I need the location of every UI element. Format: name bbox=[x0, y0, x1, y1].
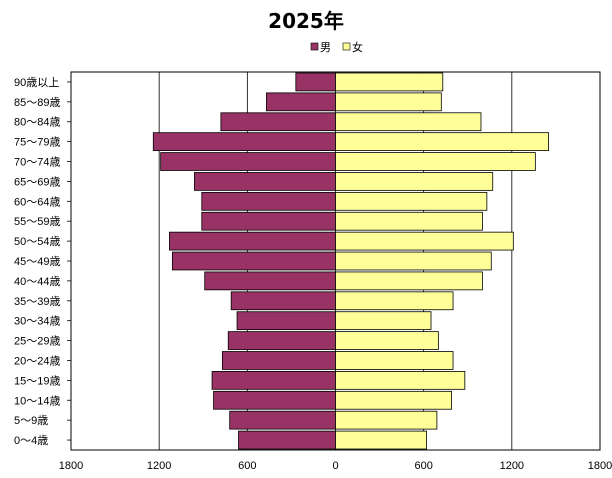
bar-male-7 bbox=[230, 291, 336, 311]
category-labels: 0～4歳 5～9歳 10～14歳 15～19歳 20～24歳 25～29歳 30～34歳 35… bbox=[14, 76, 71, 447]
category-label: 25～29歳 bbox=[14, 335, 60, 348]
x-tick-label: 1800 bbox=[59, 460, 83, 472]
bar-male-3 bbox=[211, 371, 336, 390]
category-label: 10～14歳 bbox=[14, 394, 60, 407]
legend: 男 女 bbox=[310, 40, 363, 54]
bar-female-16 bbox=[335, 112, 482, 132]
bar-male-10 bbox=[169, 231, 336, 251]
legend-swatch-female bbox=[342, 42, 351, 51]
bar-male-1 bbox=[229, 410, 336, 430]
bar-female-11 bbox=[335, 211, 483, 231]
x-tick-label: 0 bbox=[332, 460, 338, 472]
bar-male-9 bbox=[171, 251, 336, 271]
category-label: 65～69歳 bbox=[14, 175, 60, 188]
bars-male bbox=[152, 72, 336, 450]
x-tick-label: 600 bbox=[414, 460, 432, 472]
bar-male-12 bbox=[201, 191, 336, 211]
category-label: 80～84歳 bbox=[14, 116, 60, 129]
bar-male-2 bbox=[213, 390, 336, 410]
bar-male-8 bbox=[204, 271, 336, 291]
bar-female-0 bbox=[335, 430, 428, 450]
category-label: 70～74歳 bbox=[14, 156, 60, 169]
bar-female-15 bbox=[335, 132, 549, 151]
category-label: 15～19歳 bbox=[14, 374, 60, 387]
category-label: 30～34歳 bbox=[14, 315, 60, 328]
bar-female-5 bbox=[335, 331, 439, 350]
category-label: 50～54歳 bbox=[14, 235, 60, 248]
category-label: 0～4歳 bbox=[14, 434, 48, 447]
bar-male-15 bbox=[152, 132, 336, 151]
x-tick-label: 600 bbox=[238, 460, 256, 472]
bar-female-8 bbox=[335, 271, 483, 291]
bar-male-14 bbox=[160, 152, 336, 171]
x-tick-label: 1800 bbox=[588, 460, 612, 472]
bar-female-17 bbox=[335, 92, 442, 112]
x-tick-label: 1200 bbox=[147, 460, 171, 472]
bar-female-6 bbox=[335, 311, 432, 331]
category-label: 20～24歳 bbox=[14, 354, 60, 367]
bar-female-10 bbox=[335, 231, 514, 251]
bars-female bbox=[335, 72, 549, 450]
bar-female-2 bbox=[335, 390, 452, 410]
category-label: 55～59歳 bbox=[14, 215, 60, 228]
category-label: 35～39歳 bbox=[14, 295, 60, 308]
bar-male-6 bbox=[236, 311, 336, 331]
legend-label-male: 男 bbox=[320, 41, 331, 54]
bar-male-4 bbox=[221, 351, 336, 370]
bar-female-14 bbox=[335, 152, 536, 171]
bar-male-5 bbox=[227, 331, 336, 350]
bar-female-1 bbox=[335, 410, 438, 430]
category-label: 45～49歳 bbox=[14, 255, 60, 268]
x-axis-ticks: 1800 1200 600 0 600 1200 1800 bbox=[59, 460, 612, 472]
chart-title: 2025年 bbox=[268, 9, 344, 33]
category-label: 90歳以上 bbox=[14, 76, 59, 89]
category-label: 75～79歳 bbox=[14, 136, 60, 149]
bar-male-13 bbox=[194, 172, 336, 191]
bar-female-9 bbox=[335, 251, 492, 271]
x-tick-label: 1200 bbox=[500, 460, 524, 472]
bar-female-18 bbox=[335, 72, 444, 92]
category-label: 85～89歳 bbox=[14, 96, 60, 109]
legend-label-female: 女 bbox=[352, 40, 363, 54]
bar-female-3 bbox=[335, 371, 466, 390]
bar-male-11 bbox=[201, 211, 336, 231]
category-label: 60～64歳 bbox=[14, 195, 60, 208]
bar-male-18 bbox=[295, 72, 336, 92]
bar-female-12 bbox=[335, 191, 488, 211]
bar-male-16 bbox=[220, 112, 336, 132]
bar-female-4 bbox=[335, 351, 454, 370]
bar-female-13 bbox=[335, 172, 494, 191]
category-label: 5～9歳 bbox=[14, 414, 48, 427]
legend-swatch-male bbox=[310, 42, 319, 51]
category-label: 40～44歳 bbox=[14, 275, 60, 288]
bar-male-17 bbox=[266, 92, 336, 112]
bar-female-7 bbox=[335, 291, 454, 311]
bar-male-0 bbox=[238, 430, 336, 450]
